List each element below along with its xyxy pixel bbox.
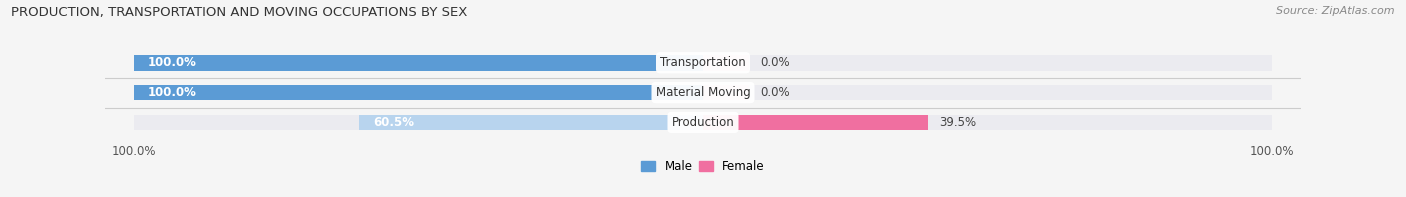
Text: PRODUCTION, TRANSPORTATION AND MOVING OCCUPATIONS BY SEX: PRODUCTION, TRANSPORTATION AND MOVING OC… xyxy=(11,6,468,19)
Text: 100.0%: 100.0% xyxy=(148,86,197,99)
Bar xyxy=(703,85,748,100)
Bar xyxy=(134,85,703,100)
Bar xyxy=(134,85,1272,100)
Bar xyxy=(359,115,703,130)
Text: Transportation: Transportation xyxy=(661,56,745,69)
Text: 0.0%: 0.0% xyxy=(759,86,790,99)
Bar xyxy=(134,115,1272,130)
Legend: Male, Female: Male, Female xyxy=(641,160,765,173)
Bar xyxy=(134,55,703,71)
Text: 60.5%: 60.5% xyxy=(373,116,413,129)
Bar xyxy=(703,55,748,71)
Text: Production: Production xyxy=(672,116,734,129)
Bar xyxy=(134,55,1272,71)
Text: Source: ZipAtlas.com: Source: ZipAtlas.com xyxy=(1277,6,1395,16)
Text: 0.0%: 0.0% xyxy=(759,56,790,69)
Text: Material Moving: Material Moving xyxy=(655,86,751,99)
Text: 39.5%: 39.5% xyxy=(939,116,976,129)
Text: 100.0%: 100.0% xyxy=(148,56,197,69)
Bar xyxy=(703,115,928,130)
